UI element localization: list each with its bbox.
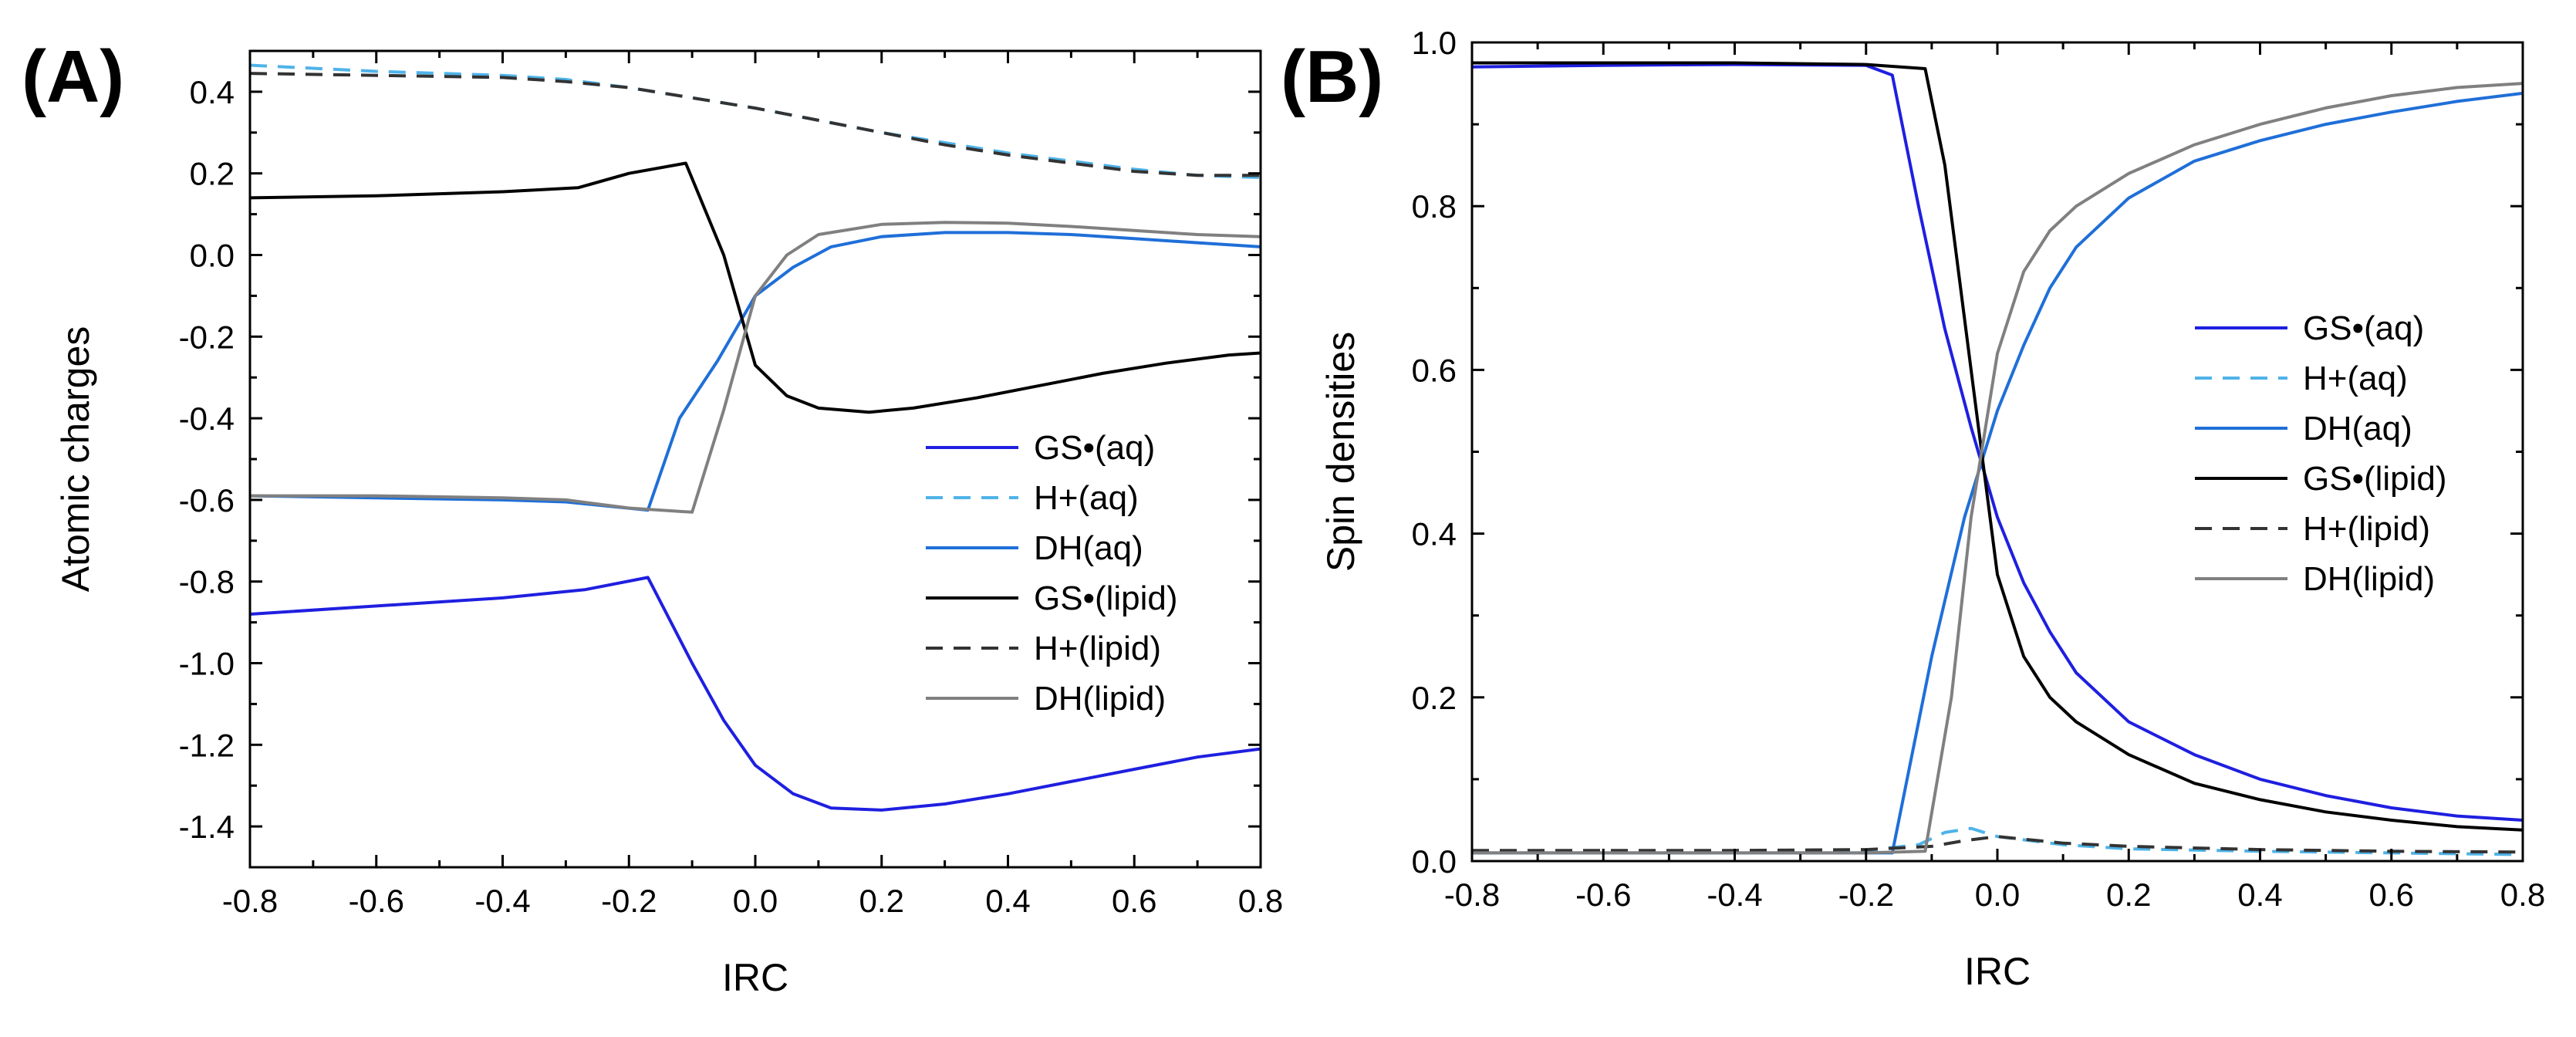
x-tick-label: 0.8 xyxy=(1238,883,1283,919)
x-tick-label: 0.2 xyxy=(859,883,904,919)
x-tick-label: 0.4 xyxy=(985,883,1030,919)
y-tick-label: 1.0 xyxy=(1412,25,1457,61)
x-tick-label: -0.4 xyxy=(474,883,530,919)
x-tick-label: -0.6 xyxy=(1575,877,1631,913)
legend-label: H+(aq) xyxy=(2303,360,2408,397)
x-axis-label: IRC xyxy=(1964,950,2031,993)
legend-label: DH(aq) xyxy=(1034,529,1143,567)
plot-frame xyxy=(1470,41,2524,863)
y-axis-label: Spin densities xyxy=(1319,332,1362,572)
legend-label: DH(lipid) xyxy=(2303,560,2435,598)
x-tick-label: 0.6 xyxy=(2369,877,2414,913)
series-line-2 xyxy=(250,231,1261,512)
y-tick-label: -0.4 xyxy=(179,400,235,437)
y-tick-label: -1.0 xyxy=(179,646,235,682)
y-tick-label: 0.2 xyxy=(190,156,235,192)
series-line-5 xyxy=(250,221,1261,514)
legend-label: DH(aq) xyxy=(2303,410,2412,448)
y-tick-label: 0.4 xyxy=(1412,516,1457,552)
legend-label: GS•(lipid) xyxy=(2303,460,2447,498)
chart-panel-a: -0.8 -0.6 -0.4 -0.2 0.0 0.2 0.4 0.6 0.8 -1.4 -1.2 -… xyxy=(22,35,1283,999)
x-tick-label: -0.8 xyxy=(222,883,278,919)
series-line-4 xyxy=(250,72,1261,177)
y-tick-label: -0.6 xyxy=(179,482,235,518)
legend-label: H+(aq) xyxy=(1034,479,1139,517)
y-tick-label: 0.6 xyxy=(1412,352,1457,388)
x-tick-label: 0.6 xyxy=(1112,883,1156,919)
x-tick-label: -0.4 xyxy=(1707,877,1762,913)
x-tick-label: 0.0 xyxy=(1975,877,2020,913)
x-tick-label: 0.4 xyxy=(2237,877,2282,913)
x-tick-label: -0.2 xyxy=(601,883,657,919)
legend-label: GS•(aq) xyxy=(1034,429,1155,467)
series-line-0 xyxy=(250,576,1261,812)
y-tick-label: -0.8 xyxy=(179,564,235,600)
x-tick-label: -0.6 xyxy=(349,883,404,919)
series-line-1 xyxy=(250,63,1261,179)
legend-label: DH(lipid) xyxy=(1034,680,1166,718)
y-tick-label: 0.2 xyxy=(1412,680,1457,716)
y-axis-label: Atomic charges xyxy=(54,326,97,593)
legend-label: GS•(lipid) xyxy=(1034,579,1178,617)
x-tick-label: 0.0 xyxy=(733,883,778,919)
x-tick-label: -0.8 xyxy=(1444,877,1500,913)
panel-label: (B) xyxy=(1281,35,1383,118)
x-tick-label: 0.2 xyxy=(2106,877,2151,913)
legend-label: H+(lipid) xyxy=(1034,630,1161,667)
y-tick-label: 0.0 xyxy=(1412,843,1457,880)
x-tick-label: 0.8 xyxy=(2500,877,2545,913)
legend-label: GS•(aq) xyxy=(2303,309,2424,347)
y-tick-label: -1.2 xyxy=(179,727,235,763)
chart-panel-b: -0.8 -0.6 -0.4 -0.2 0.0 0.2 0.4 0.6 0.8 0.0 0.2 0.4… xyxy=(1281,25,2545,993)
series-line-5 xyxy=(1472,82,2523,855)
x-axis-label: IRC xyxy=(722,956,788,999)
series-line-3 xyxy=(1472,61,2523,832)
y-tick-label: -1.4 xyxy=(179,809,235,845)
legend-label: H+(lipid) xyxy=(2303,510,2430,548)
legend: GS•(aq) H+(aq) DH(aq) GS•(lipid) H+(lipid) DH… xyxy=(926,429,1178,718)
y-tick-label: 0.8 xyxy=(1412,188,1457,225)
legend: GS•(aq) H+(aq) DH(aq) GS•(lipid) H+(lipid) DH… xyxy=(2195,309,2447,598)
panel-label: (A) xyxy=(22,35,124,118)
y-tick-label: 0.0 xyxy=(190,238,235,274)
y-tick-label: 0.4 xyxy=(190,74,235,110)
y-tick-label: -0.2 xyxy=(179,319,235,355)
x-tick-label: -0.2 xyxy=(1838,877,1894,913)
series-line-3 xyxy=(250,161,1261,414)
